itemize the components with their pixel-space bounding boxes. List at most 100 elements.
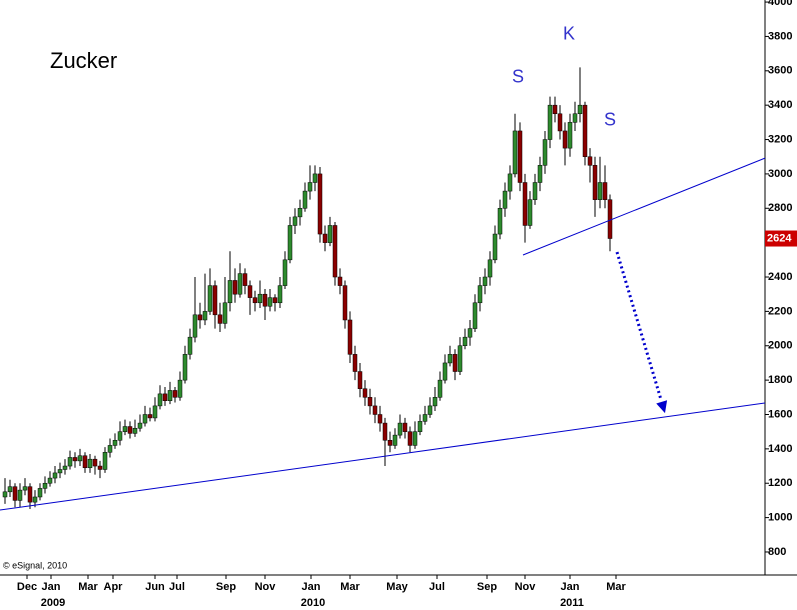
candle-body — [497, 208, 503, 235]
candle-body — [412, 431, 418, 446]
candle-body — [477, 285, 483, 304]
candle-body — [27, 486, 33, 503]
candle-body — [502, 190, 508, 209]
candle-body — [507, 173, 513, 192]
candle-body — [592, 165, 598, 200]
candle-body — [352, 354, 358, 372]
y-tick-label: 3000 — [768, 168, 792, 180]
y-tick-label: 2800 — [768, 202, 792, 214]
candle-body — [52, 472, 58, 479]
x-tick-label: Mar — [78, 581, 98, 593]
annotation: K — [563, 23, 575, 43]
candle-body — [402, 422, 408, 432]
y-tick-label: 1200 — [768, 477, 792, 489]
candle-body — [132, 427, 138, 434]
x-tick-label: May — [386, 581, 408, 593]
candle-body — [262, 293, 268, 307]
candle-body — [72, 457, 78, 462]
candle-body — [107, 445, 113, 453]
candle-body — [482, 276, 488, 286]
candle-body — [307, 182, 313, 192]
x-tick-label: Sep — [477, 581, 497, 593]
candle-body — [327, 225, 333, 243]
year-label: 2010 — [301, 597, 325, 609]
y-tick-label: 1800 — [768, 374, 792, 386]
candle-body — [362, 388, 368, 398]
x-tick-label: Mar — [606, 581, 626, 593]
candle-body — [77, 455, 83, 462]
candle-body — [332, 225, 338, 278]
candle-body — [157, 393, 163, 407]
y-tick-label: 3800 — [768, 30, 792, 42]
candle-body — [277, 285, 283, 304]
x-tick-label: Jan — [561, 581, 580, 593]
candle-body — [257, 293, 263, 304]
y-tick-label: 3600 — [768, 65, 792, 77]
candle-body — [152, 405, 158, 419]
candle-body — [227, 280, 233, 304]
candle-body — [97, 465, 103, 470]
arrow-shaft — [615, 251, 663, 402]
candle-body — [247, 285, 253, 298]
y-tick-label: 2400 — [768, 271, 792, 283]
candle-body — [392, 434, 398, 446]
y-tick-label: 3200 — [768, 133, 792, 145]
candle-body — [587, 156, 593, 166]
candle-body — [372, 405, 378, 415]
candle-body — [242, 273, 248, 286]
trendline — [0, 402, 766, 511]
candle-body — [272, 297, 278, 304]
year-label: 2011 — [560, 597, 584, 609]
y-tick-label: 2000 — [768, 340, 792, 352]
candle-body — [342, 285, 348, 321]
last-price-label: 2624 — [767, 232, 792, 244]
candle-body — [117, 431, 123, 441]
candle-body — [187, 336, 193, 355]
candle-body — [597, 182, 603, 200]
candle-body — [312, 173, 318, 183]
candle-body — [452, 354, 458, 372]
x-tick-label: Mar — [340, 581, 360, 593]
candle-body — [7, 486, 13, 493]
candle-body — [442, 362, 448, 381]
x-tick-label: Jan — [42, 581, 61, 593]
candle-body — [42, 482, 48, 489]
candle-body — [467, 328, 473, 338]
candle-body — [557, 113, 563, 132]
candle-body — [567, 122, 573, 149]
candle-body — [417, 421, 423, 432]
x-tick-label: Apr — [104, 581, 124, 593]
candle-body — [177, 379, 183, 398]
candle-body — [522, 182, 528, 226]
candle-body — [252, 297, 258, 304]
candle-body — [407, 431, 413, 446]
x-tick-label: Jul — [429, 581, 445, 593]
candle-body — [92, 458, 98, 467]
candle-body — [162, 393, 168, 401]
candle-body — [427, 405, 433, 415]
y-tick-label: 1600 — [768, 408, 792, 420]
candle-body — [237, 273, 243, 295]
candle-body — [387, 440, 393, 446]
candle-body — [457, 345, 463, 372]
candle-body — [317, 173, 323, 235]
arrow-head — [656, 400, 668, 414]
candle-body — [472, 302, 478, 329]
candle-body — [382, 422, 388, 441]
candle-body — [137, 422, 143, 429]
candle-body — [547, 104, 553, 140]
candle-body — [47, 477, 53, 484]
candle-body — [127, 426, 133, 434]
candle-body — [347, 319, 353, 355]
candle-body — [167, 390, 173, 401]
candle-body — [552, 104, 558, 115]
candle-body — [87, 458, 93, 469]
candle-body — [582, 104, 588, 157]
candle-body — [147, 414, 153, 419]
candle-body — [397, 422, 403, 436]
candle-body — [142, 414, 148, 424]
candle-body — [82, 455, 88, 469]
candle-body — [212, 285, 218, 316]
candle-body — [527, 199, 533, 226]
